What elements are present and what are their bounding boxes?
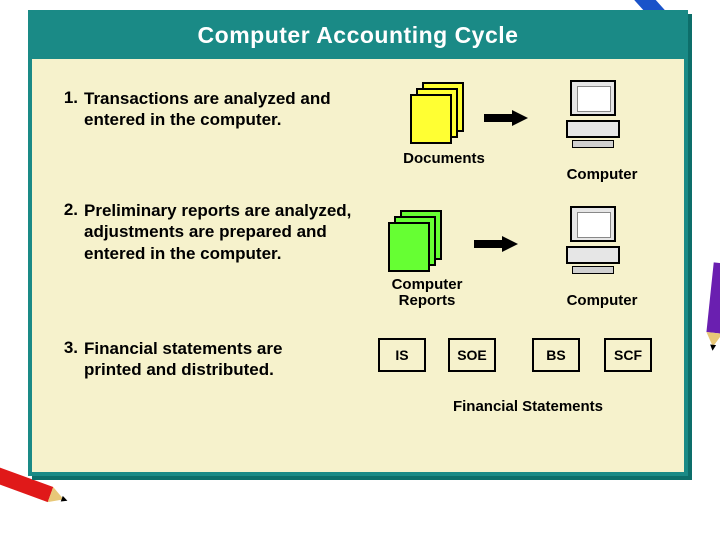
pencil-decor: [704, 262, 720, 353]
step-2: 2. Preliminary reports are analyzed, adj…: [60, 200, 364, 264]
fs-box-is: IS: [378, 338, 426, 372]
slide-title: Computer Accounting Cycle: [198, 22, 519, 48]
step-2-text: Preliminary reports are analyzed, adjust…: [84, 200, 364, 264]
documents-label: Documents: [394, 150, 494, 167]
step-3-text: Financial statements are printed and dis…: [84, 338, 344, 381]
step-1-text: Transactions are analyzed and entered in…: [84, 88, 364, 131]
arrow-icon: [484, 110, 528, 126]
fs-box-bs: BS: [532, 338, 580, 372]
title-bar: Computer Accounting Cycle: [32, 14, 684, 59]
documents-icon: [410, 82, 470, 142]
computer-reports-label-2: Reports: [382, 292, 472, 309]
step-2-number: 2.: [60, 200, 84, 220]
arrow-icon: [474, 236, 518, 252]
computer-label-1: Computer: [562, 166, 642, 183]
step-3-number: 3.: [60, 338, 84, 358]
computer-label-2: Computer: [562, 292, 642, 309]
fs-box-scf: SCF: [604, 338, 652, 372]
computer-icon: [562, 206, 626, 270]
fs-box-soe: SOE: [448, 338, 496, 372]
computer-reports-label-1: Computer: [382, 276, 472, 293]
computer-icon: [562, 80, 626, 144]
step-1-number: 1.: [60, 88, 84, 108]
step-1: 1. Transactions are analyzed and entered…: [60, 88, 364, 131]
slide-frame: Computer Accounting Cycle 1. Transaction…: [28, 10, 688, 476]
reports-icon: [388, 210, 448, 270]
financial-statements-label: Financial Statements: [428, 398, 628, 415]
step-3: 3. Financial statements are printed and …: [60, 338, 344, 381]
